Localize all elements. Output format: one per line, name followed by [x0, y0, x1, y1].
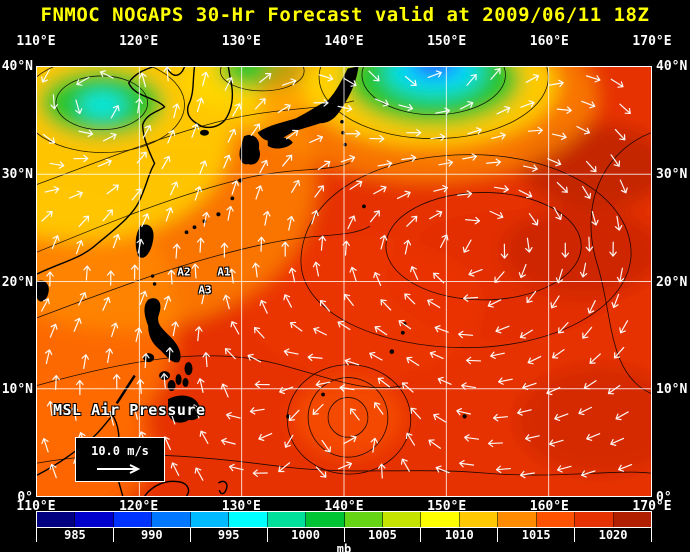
colorbar-segment-4 — [190, 512, 230, 527]
lat-label-0: 40°N — [1, 59, 33, 74]
colorbar-segment-10 — [421, 512, 460, 527]
colorbar-segment-9 — [382, 512, 422, 527]
lon-label-0: 110°E — [16, 34, 56, 49]
coastlines — [37, 67, 467, 496]
colorbar-segment-6 — [267, 512, 307, 527]
colorbar-tick-3: 1000 — [268, 528, 345, 542]
lon-label-1: 120°E — [119, 499, 159, 514]
colorbar-tick-6: 1015 — [498, 528, 576, 542]
colorbar-segment-14 — [575, 512, 614, 527]
lat-axis-left: 40°N 30°N 20°N 10°N 0° — [0, 59, 33, 505]
lat-label-4: 0° — [17, 490, 33, 505]
colorbar-tick-row: 985 990 995 1000 1005 1010 1015 1020 — [36, 528, 652, 542]
colorbar-segment-12 — [498, 512, 537, 527]
colorbar-tick-1: 990 — [114, 528, 191, 542]
chart-title: FNMOC NOGAPS 30-Hr Forecast valid at 200… — [40, 4, 650, 26]
colorbar-tick-7: 1020 — [575, 528, 652, 542]
lon-axis-bottom: 110°E 120°E 130°E 140°E 150°E 160°E 170°E — [16, 499, 671, 514]
lat-label-3: 10°N — [656, 382, 688, 398]
map-area: MSL Air Pressure 10.0 m/s A2 A1 A3 — [36, 66, 652, 497]
colorbar-segment-3 — [152, 512, 191, 527]
lon-label-6: 170°E — [632, 34, 672, 49]
grid-lines — [37, 67, 651, 496]
lon-label-2: 130°E — [221, 34, 261, 49]
colorbar-tick-5: 1010 — [421, 528, 499, 542]
lon-label-4: 150°E — [427, 499, 467, 514]
lat-label-2: 20°N — [1, 274, 33, 290]
lat-axis-right: 40°N 30°N 20°N 10°N 0° — [656, 59, 690, 505]
lon-label-2: 130°E — [221, 499, 261, 514]
colorbar-segment-15 — [613, 512, 651, 527]
colorbar-unit: mb — [336, 542, 352, 552]
weather-map-svg — [37, 67, 651, 496]
colorbar-tick-0: 985 — [37, 528, 114, 542]
wind-scale-legend: 10.0 m/s — [75, 437, 165, 482]
lon-label-3: 140°E — [324, 499, 364, 514]
lon-label-1: 120°E — [119, 34, 159, 49]
colorbar-segment-1 — [75, 512, 114, 527]
lat-label-2: 20°N — [656, 274, 688, 290]
lat-label-0: 40°N — [656, 59, 688, 74]
colorbar-segment-13 — [536, 512, 576, 527]
colorbar-segment-11 — [459, 512, 499, 527]
lon-label-4: 150°E — [427, 34, 467, 49]
colorbar-segment-8 — [344, 512, 383, 527]
colorbar-segment-0 — [37, 512, 76, 527]
colorbar-segment-7 — [306, 512, 345, 527]
storm-marker-a3: A3 — [198, 283, 212, 297]
colorbar-tick-4: 1005 — [345, 528, 422, 542]
wind-scale-arrow-icon — [97, 464, 141, 475]
islands — [37, 67, 467, 423]
lon-axis-top: 110°E 120°E 130°E 140°E 150°E 160°E 170°E — [16, 34, 671, 49]
wind-scale-label: 10.0 m/s — [91, 443, 149, 458]
storm-marker-a1: A1 — [217, 265, 231, 279]
colorbar — [36, 511, 652, 528]
lon-label-6: 170°E — [632, 499, 672, 514]
storm-marker-a2: A2 — [177, 265, 191, 279]
lon-label-5: 160°E — [529, 34, 569, 49]
lat-label-1: 30°N — [656, 166, 688, 182]
lat-label-1: 30°N — [1, 166, 33, 182]
lon-label-3: 140°E — [324, 34, 364, 49]
lon-label-0: 110°E — [16, 499, 56, 514]
field-label: MSL Air Pressure — [53, 401, 206, 419]
colorbar-tick-2: 995 — [191, 528, 268, 542]
lat-label-3: 10°N — [1, 382, 33, 398]
lat-label-4: 0° — [656, 490, 672, 505]
colorbar-segment-5 — [229, 512, 268, 527]
colorbar-segment-2 — [113, 512, 153, 527]
lon-label-5: 160°E — [529, 499, 569, 514]
